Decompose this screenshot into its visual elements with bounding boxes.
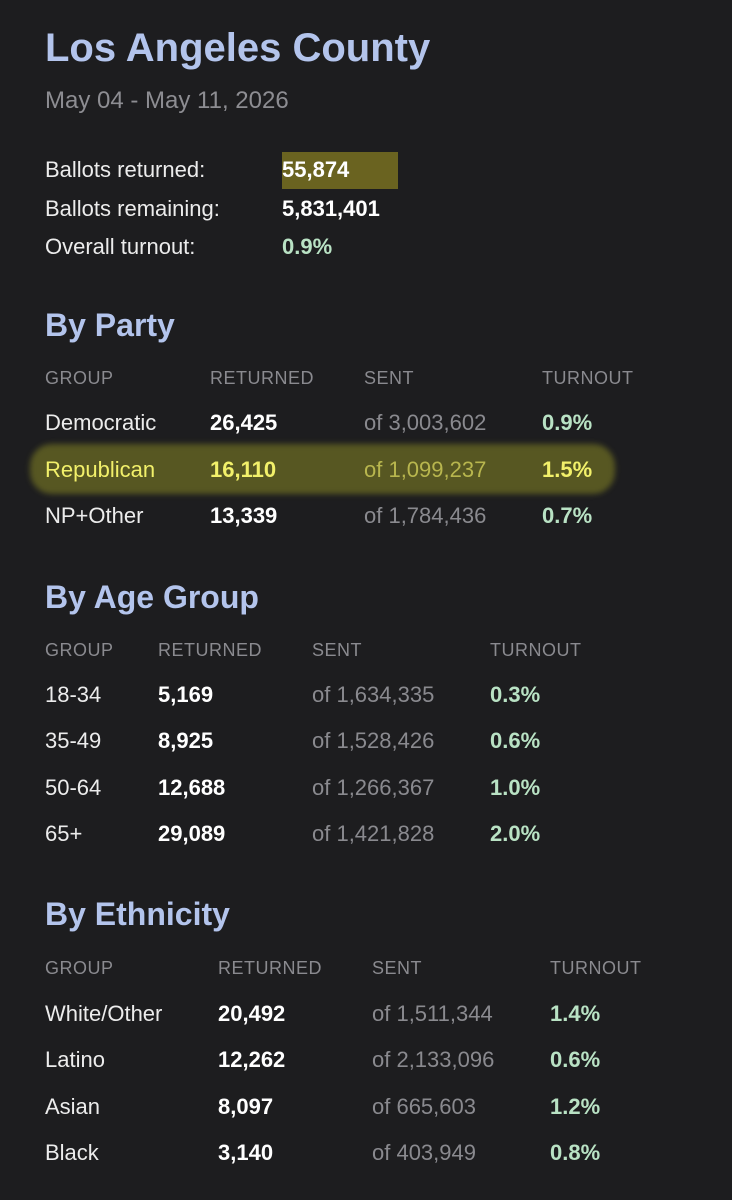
sent-cell: of 3,003,602	[364, 410, 487, 435]
column-header: GROUP	[45, 958, 114, 978]
summary-value: 0.9%	[282, 234, 333, 259]
turnout-cell: 2.0%	[490, 820, 541, 846]
returned-cell: 8,097	[218, 1093, 274, 1119]
group-cell: NP+Other	[45, 503, 144, 528]
returned-cell: 13,339	[210, 503, 278, 528]
sent-cell: of 665,603	[372, 1093, 476, 1119]
group-cell: 65+	[45, 820, 83, 846]
returned-cell: 12,688	[158, 774, 226, 800]
section-title: By Age Group	[45, 579, 259, 615]
turnout-cell: 0.8%	[550, 1139, 601, 1165]
highlight-row	[30, 444, 615, 494]
sent-cell: of 1,634,335	[312, 682, 435, 707]
returned-cell: 29,089	[158, 820, 226, 846]
summary-value: 5,831,401	[282, 196, 380, 221]
section-title: By Ethnicity	[45, 896, 230, 932]
returned-cell: 20,492	[218, 1001, 286, 1026]
turnout-cell: 0.9%	[542, 410, 593, 435]
summary-label: Overall turnout:	[45, 234, 196, 259]
turnout-cell: 0.6%	[490, 728, 541, 754]
sent-cell: of 1,421,828	[312, 820, 435, 846]
date-range: May 04 - May 11, 2026	[45, 87, 289, 114]
column-header: SENT	[312, 640, 363, 660]
column-header: RETURNED	[158, 640, 263, 660]
returned-cell: 5,169	[158, 682, 214, 707]
group-cell: Latino	[45, 1047, 105, 1073]
section-title: By Party	[45, 307, 175, 343]
returned-cell: 3,140	[218, 1139, 274, 1165]
group-cell: Republican	[45, 456, 156, 482]
sent-cell: of 2,133,096	[372, 1047, 495, 1073]
turnout-cell: 1.4%	[550, 1001, 601, 1026]
sent-cell: of 1,266,367	[312, 774, 435, 800]
group-cell: 35-49	[45, 728, 102, 754]
sent-cell: of 1,528,426	[312, 728, 435, 754]
column-header: TURNOUT	[490, 640, 582, 660]
column-header: RETURNED	[210, 368, 315, 388]
returned-cell: 12,262	[218, 1047, 286, 1073]
turnout-cell: 1.0%	[490, 774, 541, 800]
sent-cell: of 1,784,436	[364, 503, 487, 528]
turnout-cell: 0.7%	[542, 503, 593, 528]
turnout-cell: 0.6%	[550, 1047, 601, 1073]
sent-cell: of 403,949	[372, 1139, 476, 1165]
group-cell: 50-64	[45, 774, 102, 800]
group-cell: Asian	[45, 1093, 101, 1119]
column-header: SENT	[364, 368, 415, 388]
summary-value: 55,874	[282, 157, 350, 182]
column-header: GROUP	[45, 640, 114, 660]
group-cell: White/Other	[45, 1001, 163, 1026]
turnout-cell: 1.2%	[550, 1093, 601, 1119]
returned-cell: 8,925	[158, 728, 214, 754]
turnout-cell: 0.3%	[490, 682, 541, 707]
group-cell: 18-34	[45, 682, 102, 707]
column-header: SENT	[372, 958, 423, 978]
column-header: GROUP	[45, 368, 114, 388]
summary-label: Ballots remaining:	[45, 196, 220, 221]
group-cell: Democratic	[45, 410, 157, 435]
page-title: Los Angeles County	[45, 26, 431, 70]
returned-cell: 26,425	[210, 410, 278, 435]
column-header: TURNOUT	[550, 958, 642, 978]
column-header: TURNOUT	[542, 368, 634, 388]
highlight-box	[282, 152, 398, 189]
group-cell: Black	[45, 1139, 99, 1165]
summary-label: Ballots returned:	[45, 157, 206, 182]
turnout-cell: 1.5%	[542, 456, 593, 482]
column-header: RETURNED	[218, 958, 323, 978]
sent-cell: of 1,099,237	[364, 456, 487, 482]
returned-cell: 16,110	[210, 456, 277, 482]
sent-cell: of 1,511,344	[372, 1001, 493, 1026]
